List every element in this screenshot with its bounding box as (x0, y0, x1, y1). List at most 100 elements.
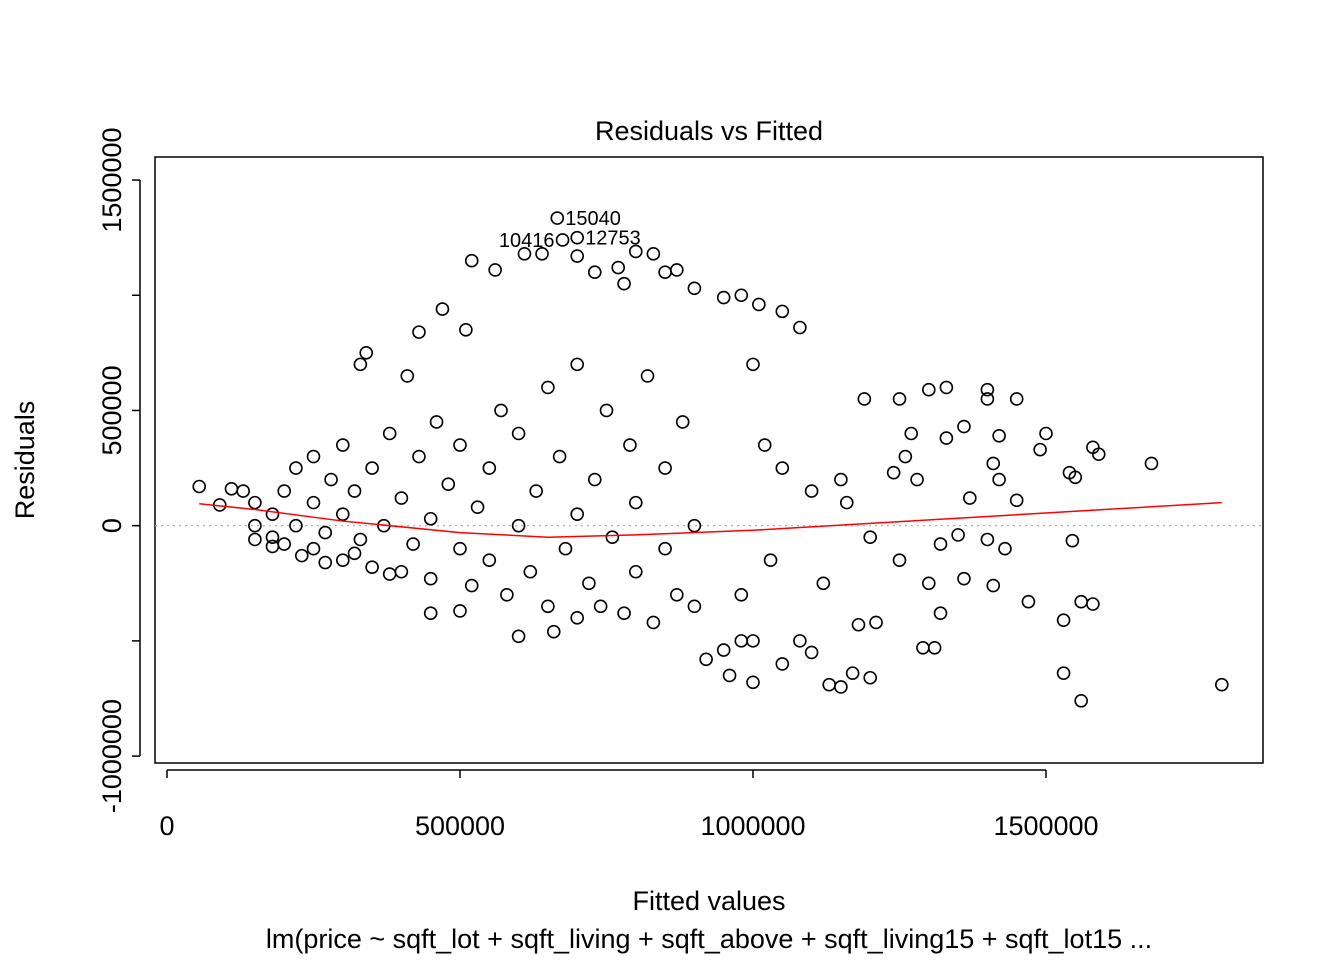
point (1068, 470, 1083, 485)
point (318, 525, 333, 540)
x-tick-label: 1000000 (700, 811, 805, 841)
point (494, 403, 508, 418)
point (599, 403, 614, 418)
point (453, 541, 467, 556)
point (318, 555, 333, 570)
point (716, 290, 731, 305)
point (365, 560, 379, 574)
point (939, 431, 954, 445)
point (511, 629, 526, 644)
point (1009, 392, 1024, 406)
point (248, 495, 262, 510)
point (511, 426, 526, 441)
labeled-point (555, 233, 570, 247)
point (482, 461, 497, 475)
point (488, 263, 502, 277)
point (722, 668, 737, 683)
point (1009, 493, 1024, 508)
x-tick-label: 1500000 (993, 811, 1098, 841)
point (775, 304, 790, 319)
point (306, 541, 321, 556)
point (804, 484, 819, 498)
point (986, 456, 1001, 471)
point (927, 640, 942, 655)
point (699, 652, 713, 667)
point (546, 624, 561, 639)
point (541, 599, 555, 614)
point (992, 429, 1006, 443)
point (359, 346, 374, 360)
point (886, 465, 901, 480)
point (192, 479, 207, 494)
point (324, 472, 338, 487)
y-tick-label: 500000 (97, 365, 127, 455)
point (980, 532, 995, 547)
point (306, 495, 321, 510)
point (980, 392, 995, 406)
point (236, 484, 250, 498)
point (500, 587, 514, 602)
point (336, 553, 350, 568)
point (834, 680, 848, 694)
point (939, 380, 954, 395)
point (1039, 426, 1053, 441)
point (734, 634, 749, 648)
point (441, 477, 456, 491)
point (289, 518, 303, 533)
point (412, 325, 426, 339)
point (1086, 597, 1100, 611)
point (992, 472, 1006, 487)
point (675, 415, 690, 429)
point (670, 587, 684, 602)
y-tick-label: 0 (97, 518, 127, 533)
point (453, 604, 467, 618)
point (816, 576, 831, 591)
point (957, 419, 971, 434)
point (775, 657, 790, 671)
point (629, 244, 643, 259)
point (746, 675, 760, 690)
point (459, 323, 473, 337)
point (435, 302, 450, 316)
point (265, 539, 280, 554)
point (1033, 442, 1047, 457)
point-label: 10416 (499, 230, 555, 252)
point (593, 599, 608, 614)
point (429, 415, 444, 429)
point (1056, 613, 1071, 627)
x-tick-label: 500000 (415, 811, 505, 841)
point (658, 461, 672, 475)
point (617, 276, 631, 291)
point (734, 587, 749, 602)
point (394, 564, 409, 579)
point (336, 438, 350, 452)
point (248, 532, 262, 547)
point (347, 484, 362, 498)
point (353, 532, 368, 547)
y-tick-label: -1000000 (97, 699, 127, 813)
point (406, 537, 420, 551)
point (570, 357, 585, 372)
point (511, 518, 526, 533)
point (763, 553, 778, 568)
point (646, 615, 661, 630)
point (804, 645, 819, 660)
point (570, 249, 585, 263)
point (394, 491, 409, 505)
point (582, 576, 596, 591)
point (570, 611, 585, 625)
point (822, 677, 836, 692)
point (294, 548, 309, 563)
point (904, 426, 919, 441)
point (863, 670, 878, 685)
point-label: 12753 (585, 228, 641, 250)
point (933, 606, 948, 621)
x-tick-label: 0 (159, 811, 174, 841)
point (892, 392, 907, 406)
labeled-point (570, 230, 585, 245)
point (998, 541, 1012, 556)
point (775, 461, 790, 475)
point (839, 495, 854, 510)
